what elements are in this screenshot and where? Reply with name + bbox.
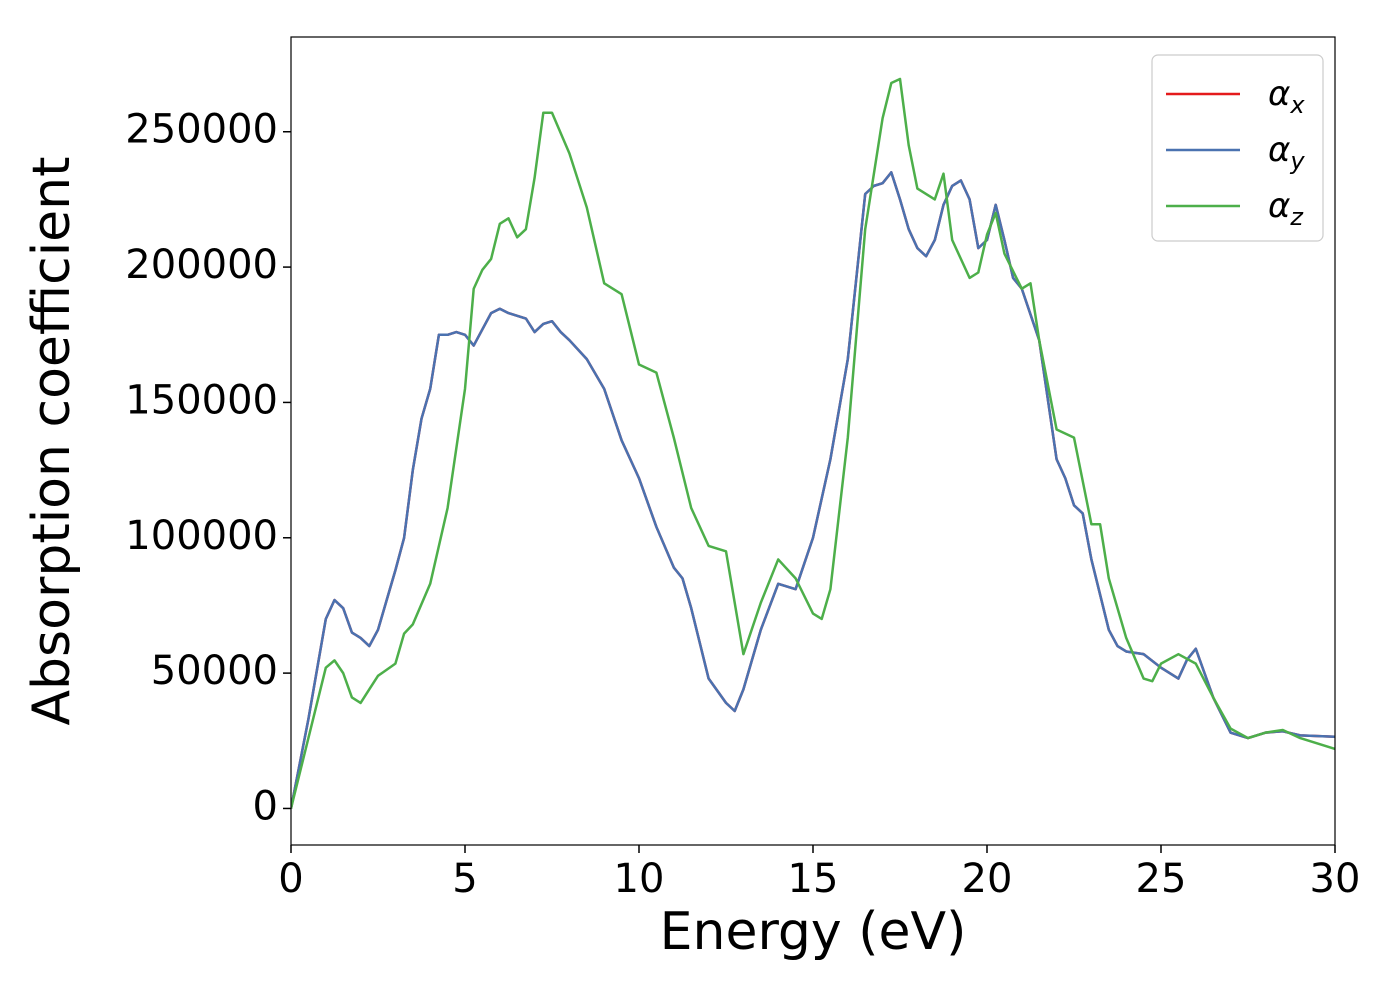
y-tick-label: 100000 — [125, 513, 278, 559]
plot-frame — [290, 36, 1336, 846]
y-tick-label: 200000 — [125, 242, 278, 288]
series-line — [291, 171, 1335, 809]
x-tick-label: 5 — [452, 856, 477, 902]
series-line — [291, 77, 1335, 809]
legend-label: αy — [1268, 130, 1305, 175]
legend-label: αx — [1268, 74, 1305, 119]
x-tick-label: 30 — [1310, 856, 1361, 902]
x-tick-label: 10 — [614, 856, 665, 902]
y-tick-label: 150000 — [125, 377, 278, 423]
y-tick-label: 0 — [253, 783, 278, 829]
series-line — [291, 171, 1335, 809]
x-axis-label: Energy (eV) — [660, 902, 967, 962]
x-tick-label: 15 — [788, 856, 839, 902]
y-tick-label: 250000 — [125, 107, 278, 153]
x-tick-label: 25 — [1136, 856, 1187, 902]
x-tick-label: 0 — [278, 856, 303, 902]
y-axis-label: Absorption coefficient — [22, 156, 82, 725]
legend-label: αz — [1268, 186, 1304, 231]
y-tick-label: 50000 — [151, 648, 278, 694]
legend-box — [1151, 54, 1324, 242]
x-tick-label: 20 — [962, 856, 1013, 902]
